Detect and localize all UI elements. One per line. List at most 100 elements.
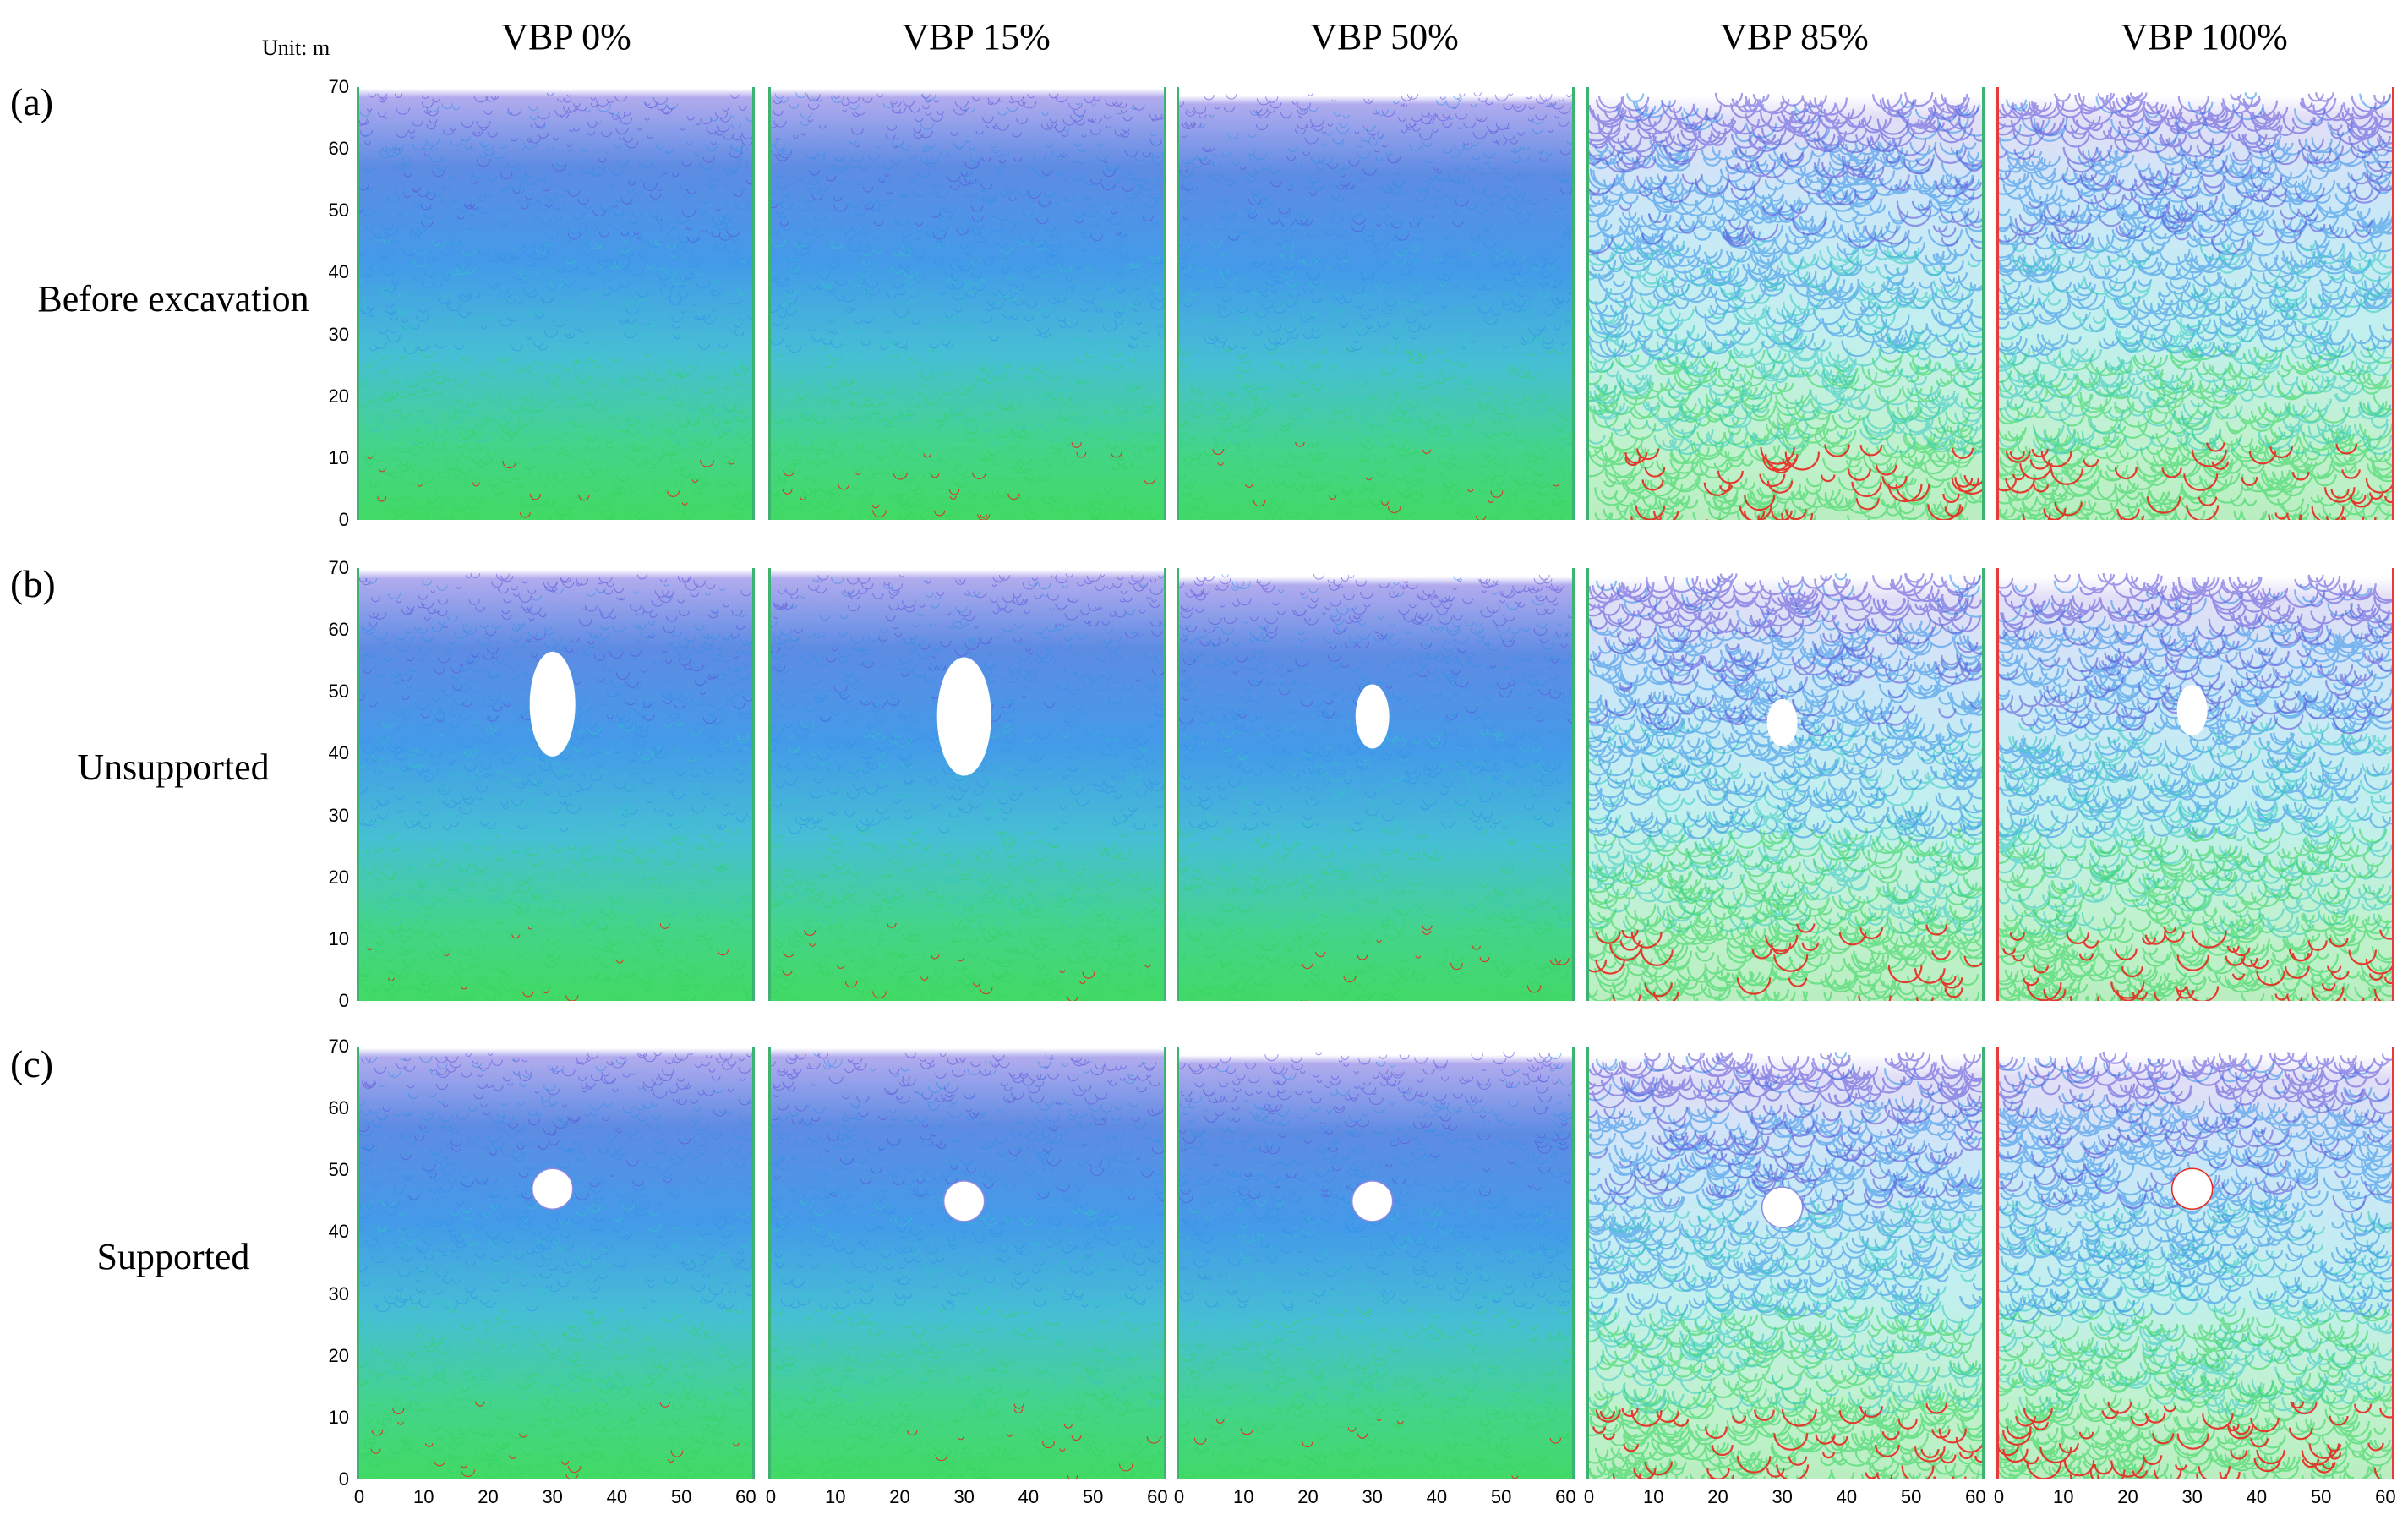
x-tick-label: 10: [2046, 1488, 2080, 1506]
column-title-vbp-50: VBP 50%: [1186, 19, 1583, 56]
collapse-zone: [937, 658, 991, 776]
collapse-zone: [530, 652, 576, 757]
x-tick-label: 30: [1356, 1488, 1390, 1506]
column-title-vbp-100: VBP 100%: [2006, 19, 2403, 56]
particle-field: [771, 570, 1164, 1001]
collapse-zone: [2177, 685, 2208, 735]
tunnel-lining: [532, 1168, 573, 1209]
tunnel-lining: [944, 1181, 985, 1222]
collapse-zone: [1356, 685, 1390, 749]
particle-field: [771, 89, 1164, 520]
panel-b-vbp-0: [359, 568, 752, 1001]
left-boundary-wall: [357, 1047, 359, 1479]
left-boundary-wall: [1177, 87, 1179, 520]
panel-b-vbp-15: [771, 568, 1164, 1001]
tunnel-lining: [1352, 1181, 1393, 1222]
x-tick-label: 30: [947, 1488, 981, 1506]
panel-b-vbp-85: [1589, 568, 1982, 1001]
x-tick-label: 40: [1012, 1488, 1046, 1506]
column-title-vbp-85: VBP 85%: [1596, 19, 1993, 56]
left-boundary-wall: [1996, 568, 1999, 1001]
y-tick-label: 10: [315, 449, 349, 467]
y-tick-label: 70: [315, 1037, 349, 1056]
column-title-vbp-0: VBP 0%: [368, 19, 765, 56]
left-boundary-wall: [1177, 568, 1179, 1001]
right-boundary-wall: [1982, 87, 1985, 520]
left-boundary-wall: [1586, 1047, 1589, 1479]
x-tick-label: 0: [1162, 1488, 1196, 1506]
y-tick-label: 30: [315, 1285, 349, 1304]
left-boundary-wall: [768, 1047, 771, 1479]
x-tick-label: 40: [2240, 1488, 2274, 1506]
x-tick-label: 0: [1982, 1488, 2016, 1506]
row-label-supported: Supported: [8, 1238, 338, 1276]
y-tick-label: 60: [315, 139, 349, 158]
y-tick-label: 20: [315, 387, 349, 406]
right-boundary-wall: [1164, 87, 1166, 520]
right-boundary-wall: [1164, 568, 1166, 1001]
y-tick-label: 10: [315, 1408, 349, 1427]
x-tick-label: 50: [1076, 1488, 1110, 1506]
y-tick-label: 40: [315, 1222, 349, 1241]
y-tick-label: 70: [315, 559, 349, 577]
right-boundary-wall: [752, 87, 755, 520]
panel-b-vbp-100: [1999, 568, 2392, 1001]
x-tick-label: 30: [2176, 1488, 2209, 1506]
x-tick-label: 20: [1701, 1488, 1734, 1506]
left-boundary-wall: [1586, 568, 1589, 1001]
x-tick-label: 40: [1830, 1488, 1864, 1506]
x-tick-label: 40: [600, 1488, 634, 1506]
right-boundary-wall: [1982, 1047, 1985, 1479]
right-boundary-wall: [1164, 1047, 1166, 1479]
right-boundary-wall: [1572, 568, 1575, 1001]
y-tick-label: 20: [315, 1347, 349, 1365]
y-tick-label: 50: [315, 1161, 349, 1179]
x-tick-label: 60: [2368, 1488, 2402, 1506]
x-tick-label: 0: [754, 1488, 788, 1506]
x-tick-label: 30: [536, 1488, 570, 1506]
column-title-vbp-15: VBP 15%: [778, 19, 1175, 56]
x-tick-label: 20: [1291, 1488, 1324, 1506]
left-boundary-wall: [1586, 87, 1589, 520]
right-boundary-wall: [2392, 87, 2394, 520]
y-tick-label: 50: [315, 682, 349, 701]
y-tick-label: 30: [315, 325, 349, 344]
row-label-unsupported: Unsupported: [8, 749, 338, 786]
y-tick-label: 40: [315, 263, 349, 282]
y-tick-label: 20: [315, 868, 349, 887]
x-tick-label: 0: [342, 1488, 376, 1506]
x-tick-label: 0: [1572, 1488, 1606, 1506]
panel-a-vbp-100: [1999, 87, 2392, 520]
x-tick-label: 50: [1894, 1488, 1928, 1506]
left-boundary-wall: [1996, 1047, 1999, 1479]
particle-field: [1179, 96, 1572, 520]
panel-a-vbp-50: [1179, 87, 1572, 520]
panel-b-vbp-50: [1179, 568, 1572, 1001]
x-tick-label: 20: [2110, 1488, 2144, 1506]
y-tick-label: 40: [315, 744, 349, 763]
left-boundary-wall: [1996, 87, 1999, 520]
x-tick-label: 50: [2304, 1488, 2338, 1506]
y-tick-label: 10: [315, 930, 349, 949]
left-boundary-wall: [1177, 1047, 1179, 1479]
right-boundary-wall: [2392, 1047, 2394, 1479]
panel-c-vbp-0: [359, 1047, 752, 1479]
x-tick-label: 20: [471, 1488, 505, 1506]
x-tick-label: 30: [1766, 1488, 1799, 1506]
y-tick-label: 50: [315, 201, 349, 220]
y-tick-label: 70: [315, 78, 349, 96]
panel-c-vbp-50: [1179, 1047, 1572, 1479]
panel-a-vbp-0: [359, 87, 752, 520]
right-boundary-wall: [2392, 568, 2394, 1001]
panel-a-vbp-85: [1589, 87, 1982, 520]
panel-a-vbp-15: [771, 87, 1164, 520]
right-boundary-wall: [752, 1047, 755, 1479]
right-boundary-wall: [1982, 568, 1985, 1001]
right-boundary-wall: [1572, 1047, 1575, 1479]
row-label-before-excavation: Before excavation: [8, 281, 338, 318]
x-tick-label: 40: [1420, 1488, 1454, 1506]
panel-c-vbp-100: [1999, 1047, 2392, 1479]
row-tag-b: (b): [10, 565, 56, 604]
particle-field: [359, 570, 752, 1001]
y-tick-label: 60: [315, 1099, 349, 1118]
